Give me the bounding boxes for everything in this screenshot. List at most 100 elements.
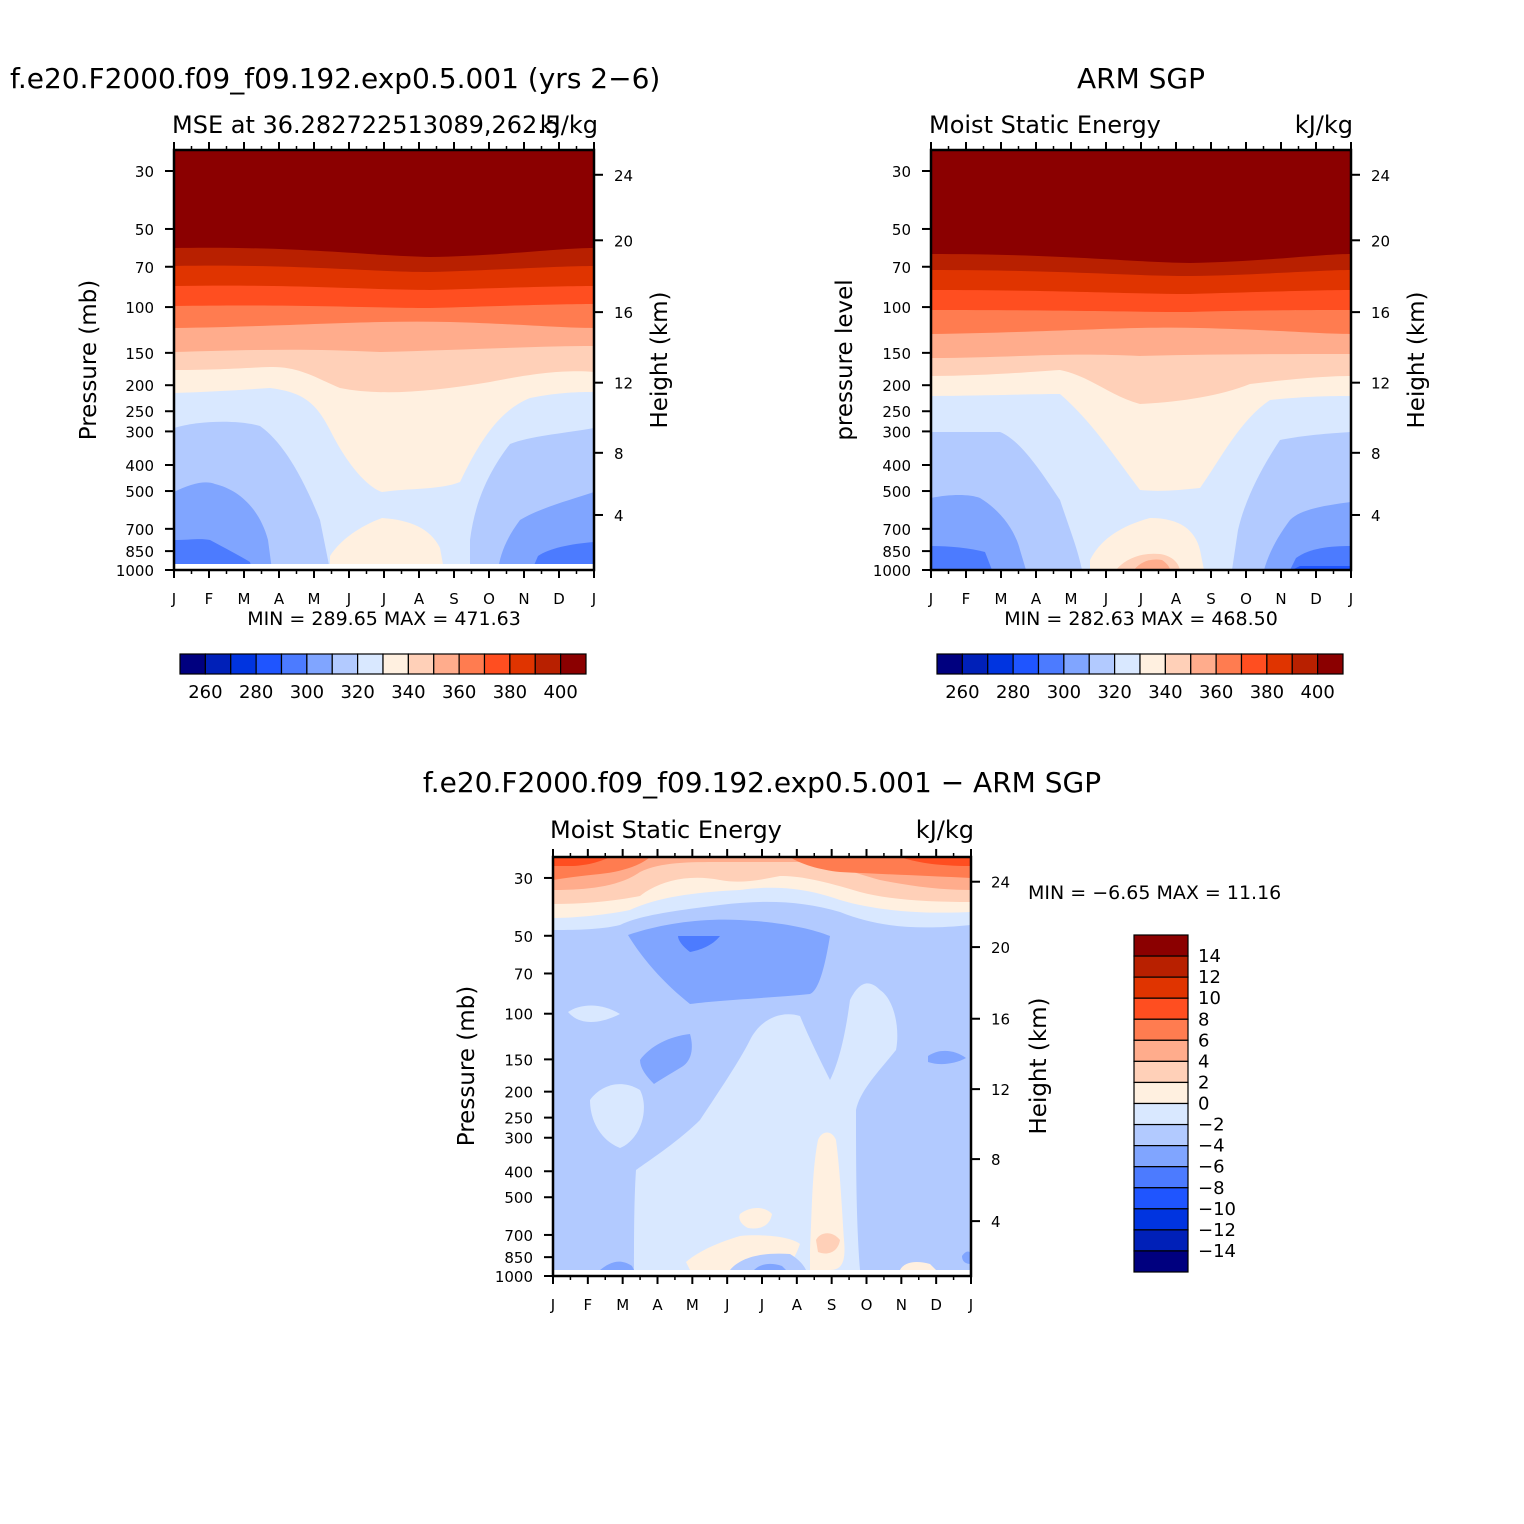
panel-model-ylabel: Pressure (mb) bbox=[76, 280, 102, 440]
colorbar-swatch bbox=[1088, 653, 1116, 675]
y-tick-label: 250 bbox=[882, 403, 911, 421]
colorbar-label: 300 bbox=[1047, 682, 1081, 703]
panel-model-height-ticks: 24 20 16 12 8 4 bbox=[594, 167, 633, 525]
colorbar-swatch bbox=[1133, 1081, 1189, 1105]
colorbar-swatch bbox=[560, 653, 587, 675]
panel-obs-title: ARM SGP bbox=[1077, 62, 1205, 95]
x-tick-label: J bbox=[1103, 590, 1108, 608]
panel-model-field bbox=[174, 150, 594, 571]
y-tick-label: 1000 bbox=[873, 562, 911, 580]
height-tick-label: 4 bbox=[1371, 507, 1381, 525]
colorbar-label: 12 bbox=[1198, 967, 1221, 988]
height-tick-label: 12 bbox=[991, 1081, 1010, 1099]
panel-obs-left-string: Moist Static Energy bbox=[929, 111, 1161, 139]
colorbar-label: −12 bbox=[1198, 1220, 1236, 1241]
colorbar-label: 260 bbox=[945, 682, 979, 703]
colorbar-swatch bbox=[204, 653, 232, 675]
colorbar-swatch bbox=[1133, 1123, 1189, 1147]
panel-diff-height-ticks: 24 20 16 12 8 4 bbox=[971, 874, 1010, 1231]
colorbar-label: 2 bbox=[1198, 1072, 1209, 1093]
colorbar-swatch bbox=[1114, 653, 1141, 675]
panel-model-title: f.e20.F2000.f09_f09.192.exp0.5.001 (yrs … bbox=[10, 62, 660, 95]
y-tick-label: 100 bbox=[504, 1006, 533, 1024]
x-tick-label: D bbox=[553, 590, 565, 608]
x-tick-label: D bbox=[1310, 590, 1322, 608]
y-tick-label: 400 bbox=[504, 1163, 533, 1181]
x-tick-label: A bbox=[652, 1296, 663, 1314]
y-tick-label: 100 bbox=[125, 299, 154, 317]
y-tick-label: 50 bbox=[892, 221, 911, 239]
colorbar-label: 360 bbox=[1199, 682, 1233, 703]
x-tick-label: D bbox=[930, 1296, 942, 1314]
panel-obs-ylabel-right: Height (km) bbox=[1404, 291, 1430, 428]
x-tick-label: O bbox=[483, 590, 495, 608]
x-tick-label: J bbox=[171, 590, 176, 608]
colorbar-label: 320 bbox=[1097, 682, 1131, 703]
height-tick-label: 24 bbox=[614, 167, 633, 185]
colorbar-swatch bbox=[407, 653, 435, 675]
y-tick-label: 150 bbox=[125, 345, 154, 363]
colorbar-swatch bbox=[1133, 955, 1189, 978]
colorbar-label: 380 bbox=[493, 682, 527, 703]
x-tick-label: M bbox=[1065, 590, 1078, 608]
colorbar-swatch bbox=[1133, 1018, 1189, 1041]
height-tick-label: 8 bbox=[991, 1151, 1001, 1169]
panel-diff-field bbox=[553, 857, 971, 1276]
colorbar-swatch bbox=[331, 653, 359, 675]
colorbar-swatch bbox=[1133, 1102, 1189, 1126]
y-tick-label: 850 bbox=[125, 543, 154, 561]
colorbar-label: 360 bbox=[442, 682, 476, 703]
colorbar-swatch bbox=[1164, 653, 1192, 675]
x-tick-label: A bbox=[1171, 590, 1182, 608]
y-tick-label: 200 bbox=[125, 377, 154, 395]
panel-obs-colorbar: 260 280 300 320 340 360 380 400 bbox=[936, 653, 1344, 703]
x-tick-label: M bbox=[616, 1296, 629, 1314]
x-tick-label: J bbox=[968, 1296, 973, 1314]
panel-obs-units: kJ/kg bbox=[1295, 111, 1353, 139]
colorbar-label: −8 bbox=[1198, 1178, 1225, 1199]
panel-model-stats: MIN = 289.65 MAX = 471.63 bbox=[247, 608, 521, 630]
x-tick-label: M bbox=[995, 590, 1008, 608]
colorbar-label: −10 bbox=[1198, 1199, 1236, 1220]
x-tick-label: N bbox=[518, 590, 529, 608]
x-tick-label: J bbox=[550, 1296, 555, 1314]
panel-obs-height-ticks: 24 20 16 12 8 4 bbox=[1351, 167, 1390, 525]
y-tick-label: 30 bbox=[514, 870, 533, 888]
colorbar-swatch bbox=[936, 653, 963, 675]
y-tick-label: 300 bbox=[882, 423, 911, 441]
panel-obs: ARM SGP Moist Static Energy kJ/kg J F M A bbox=[832, 62, 1430, 703]
colorbar-swatch bbox=[1317, 653, 1344, 675]
x-tick-label: F bbox=[962, 590, 971, 608]
colorbar-label: 8 bbox=[1198, 1009, 1209, 1030]
colorbar-label: 14 bbox=[1198, 946, 1221, 967]
x-tick-label: S bbox=[1206, 590, 1216, 608]
colorbar-swatch bbox=[1037, 653, 1065, 675]
height-tick-label: 8 bbox=[1371, 445, 1381, 463]
y-tick-label: 1000 bbox=[116, 562, 154, 580]
y-tick-label: 50 bbox=[514, 928, 533, 946]
x-tick-label: M bbox=[238, 590, 251, 608]
colorbar-swatch bbox=[534, 653, 562, 675]
panel-obs-ylabel: pressure level bbox=[832, 279, 858, 440]
colorbar-swatch bbox=[433, 653, 460, 675]
colorbar-swatch bbox=[1133, 1208, 1189, 1231]
y-tick-label: 1000 bbox=[495, 1268, 533, 1286]
height-tick-label: 20 bbox=[991, 939, 1010, 957]
x-tick-label: S bbox=[827, 1296, 837, 1314]
height-tick-label: 16 bbox=[991, 1011, 1010, 1029]
height-tick-label: 8 bbox=[614, 445, 624, 463]
x-tick-label: J bbox=[381, 590, 386, 608]
colorbar-swatch bbox=[1240, 653, 1268, 675]
y-tick-label: 50 bbox=[135, 221, 154, 239]
colorbar-swatch bbox=[1133, 1166, 1189, 1189]
y-tick-label: 100 bbox=[882, 299, 911, 317]
y-tick-label: 700 bbox=[882, 521, 911, 539]
colorbar-label: −4 bbox=[1198, 1136, 1225, 1157]
x-tick-label: J bbox=[928, 590, 933, 608]
height-tick-label: 24 bbox=[1371, 167, 1390, 185]
colorbar-swatch bbox=[357, 653, 384, 675]
colorbar-label: 260 bbox=[188, 682, 222, 703]
colorbar-swatch bbox=[230, 653, 257, 675]
